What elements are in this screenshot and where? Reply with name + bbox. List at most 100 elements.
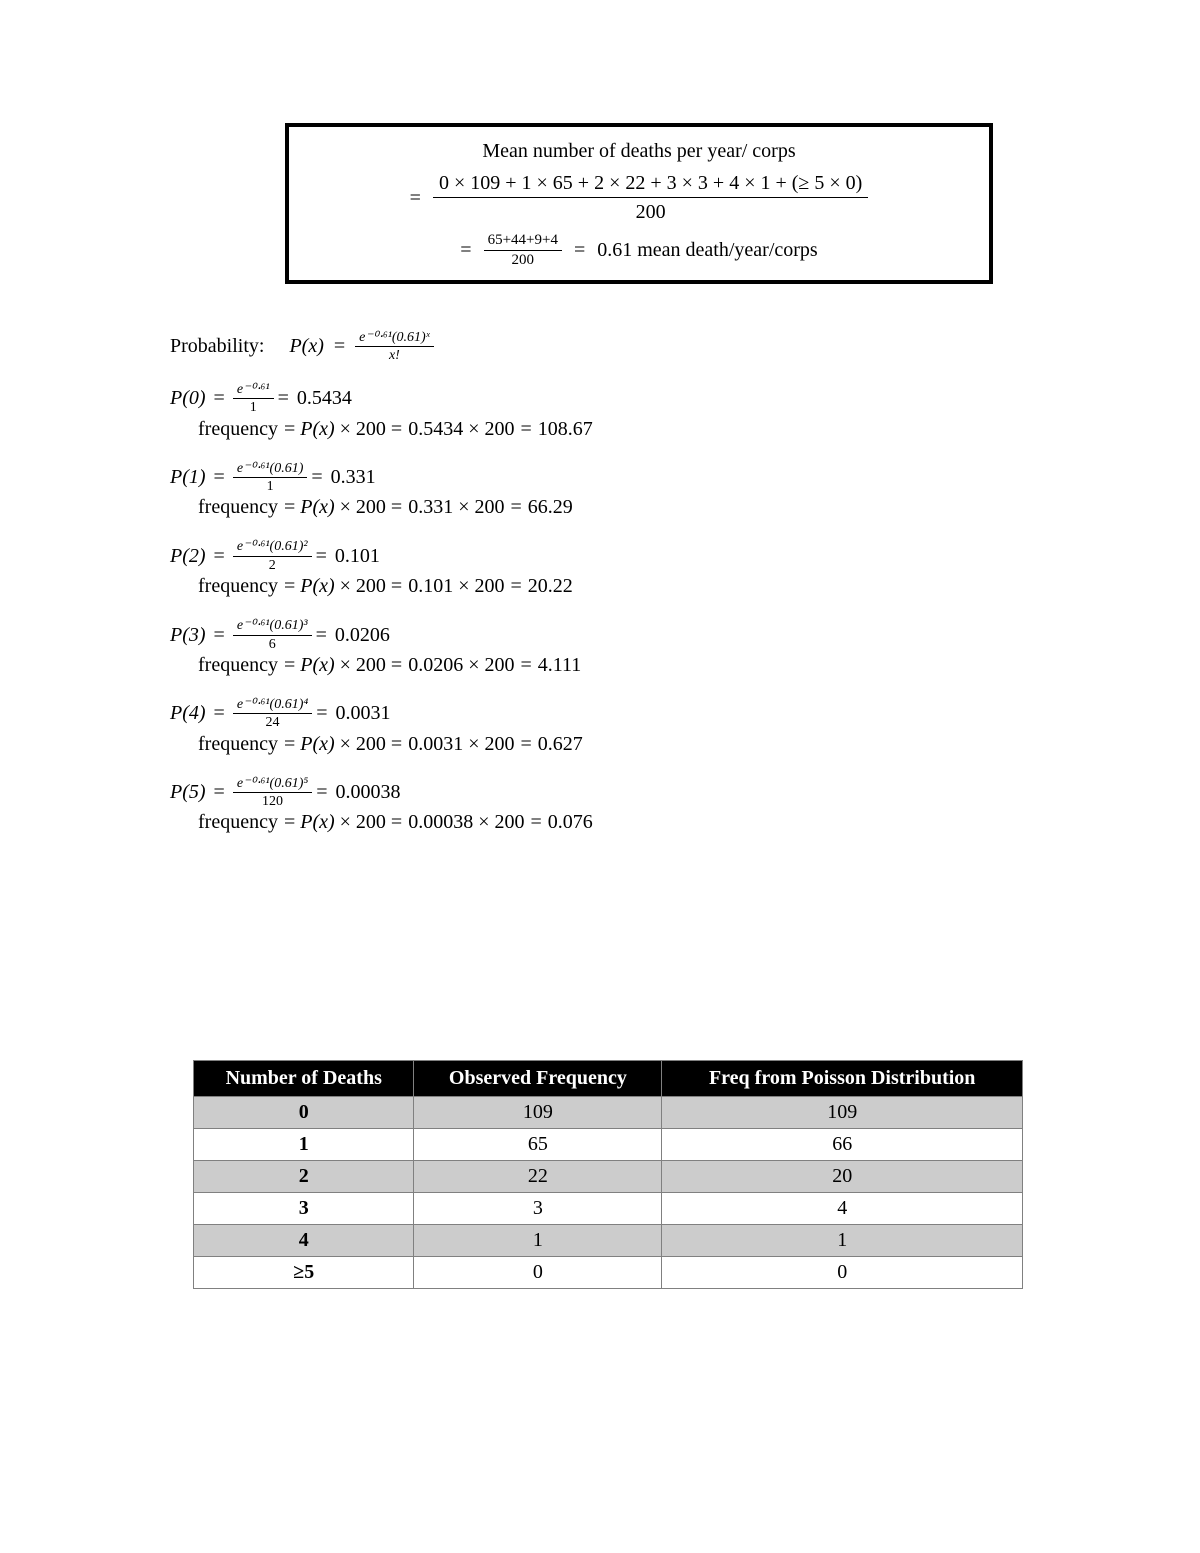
- p-lhs: P(3): [170, 624, 206, 647]
- frequency-label: frequency: [198, 733, 278, 756]
- frequency-result: 20.22: [528, 575, 573, 598]
- table-row: 0109109: [194, 1097, 1023, 1129]
- p-lhs: P(5): [170, 781, 206, 804]
- equals-sign: =: [311, 466, 322, 489]
- calculations-section: Probability: P(x) = e⁻⁰⋅⁶¹(0.61)ˣ x! P(0…: [170, 330, 1070, 854]
- p-fraction-num: e⁻⁰⋅⁶¹(0.61)²: [233, 539, 312, 556]
- probability-block-row1: P(2)=e⁻⁰⋅⁶¹(0.61)²2=0.101: [170, 539, 1070, 573]
- probability-block-row2: frequency= P(x) × 200 =0.0206 × 200=4.11…: [170, 654, 1070, 677]
- p-fraction-den: 1: [250, 399, 257, 415]
- probability-block-row1: P(5)=e⁻⁰⋅⁶¹(0.61)⁵120=0.00038: [170, 776, 1070, 810]
- mean-formula-step2: = 65+44+9+4 200 = 0.61 mean death/year/c…: [309, 232, 969, 268]
- table-cell-poisson: 109: [662, 1097, 1023, 1129]
- probability-block: P(1)=e⁻⁰⋅⁶¹(0.61)1=0.331frequency= P(x) …: [170, 461, 1070, 520]
- frequency-result: 66.29: [528, 496, 573, 519]
- table-header-cell: Freq from Poisson Distribution: [662, 1061, 1023, 1097]
- px-times-200: = P(x) × 200 =: [284, 418, 402, 441]
- equals-sign: =: [316, 702, 327, 725]
- equals-sign: =: [214, 466, 225, 489]
- equals-sign: =: [316, 624, 327, 647]
- p-fraction: e⁻⁰⋅⁶¹1: [233, 382, 274, 416]
- equals-sign: =: [334, 335, 345, 358]
- table-cell-poisson: 0: [662, 1257, 1023, 1289]
- equals-sign: =: [521, 654, 532, 677]
- table-row: 411: [194, 1225, 1023, 1257]
- p-fraction-num: e⁻⁰⋅⁶¹(0.61)³: [233, 618, 312, 635]
- px-times-200: = P(x) × 200 =: [284, 654, 402, 677]
- probability-calculation-blocks: P(0)=e⁻⁰⋅⁶¹1=0.5434frequency= P(x) × 200…: [170, 382, 1070, 835]
- frequency-result: 0.076: [548, 811, 593, 834]
- table-row: ≥500: [194, 1257, 1023, 1289]
- frequency-label: frequency: [198, 418, 278, 441]
- probability-lhs: P(x): [289, 335, 323, 358]
- frequency-label: frequency: [198, 811, 278, 834]
- p-lhs: P(2): [170, 545, 206, 568]
- frequency-label: frequency: [198, 654, 278, 677]
- mean-box-title: Mean number of deaths per year/ corps: [309, 137, 969, 165]
- frequency-calculation: 0.101 × 200: [408, 575, 504, 598]
- p-value: 0.331: [331, 466, 376, 489]
- table-cell-poisson: 4: [662, 1193, 1023, 1225]
- probability-block-row1: P(4)=e⁻⁰⋅⁶¹(0.61)⁴24=0.0031: [170, 697, 1070, 731]
- probability-block: P(3)=e⁻⁰⋅⁶¹(0.61)³6=0.0206frequency= P(x…: [170, 618, 1070, 677]
- table-header: Number of Deaths Observed Frequency Freq…: [194, 1061, 1023, 1097]
- page: Mean number of deaths per year/ corps = …: [0, 0, 1200, 1553]
- equals-sign: =: [460, 236, 471, 264]
- table-cell-deaths: 3: [194, 1193, 414, 1225]
- probability-fraction-num: e⁻⁰⋅⁶¹(0.61)ˣ: [355, 330, 434, 347]
- table-header-cell: Observed Frequency: [414, 1061, 662, 1097]
- probability-block-row2: frequency= P(x) × 200 =0.331 × 200=66.29: [170, 496, 1070, 519]
- table-cell-poisson: 66: [662, 1129, 1023, 1161]
- equals-sign: =: [214, 624, 225, 647]
- probability-block-row1: P(1)=e⁻⁰⋅⁶¹(0.61)1=0.331: [170, 461, 1070, 495]
- p-fraction-num: e⁻⁰⋅⁶¹(0.61): [233, 461, 308, 478]
- p-fraction: e⁻⁰⋅⁶¹(0.61)1: [233, 461, 308, 495]
- frequency-result: 0.627: [538, 733, 583, 756]
- fraction-2: 65+44+9+4 200: [484, 232, 562, 268]
- probability-block-row2: frequency= P(x) × 200 =0.101 × 200=20.22: [170, 575, 1070, 598]
- probability-block-row2: frequency = P(x) × 200 = 0.0031 × 200 = 0.62…: [170, 733, 1070, 756]
- probability-fraction-den: x!: [389, 347, 400, 363]
- p-value: 0.00038: [336, 781, 401, 804]
- equals-sign: =: [316, 781, 327, 804]
- table-header-cell: Number of Deaths: [194, 1061, 414, 1097]
- equals-sign: =: [521, 418, 532, 441]
- mean-calculation-box: Mean number of deaths per year/ corps = …: [285, 123, 993, 284]
- table-row: 16566: [194, 1129, 1023, 1161]
- p-fraction-den: 6: [269, 636, 276, 652]
- mean-result: 0.61 mean death/year/corps: [597, 236, 817, 264]
- table-cell-poisson: 1: [662, 1225, 1023, 1257]
- equals-sign: =: [214, 781, 225, 804]
- p-fraction-den: 2: [269, 557, 276, 573]
- frequency-label: frequency: [198, 575, 278, 598]
- p-fraction-den: 24: [266, 714, 280, 730]
- p-fraction-num: e⁻⁰⋅⁶¹(0.61)⁴: [233, 697, 312, 714]
- probability-fraction: e⁻⁰⋅⁶¹(0.61)ˣ x!: [355, 330, 434, 364]
- frequency-calculation: 0.0206 × 200: [408, 654, 514, 677]
- p-lhs: P(0): [170, 387, 206, 410]
- frequency-label: frequency: [198, 496, 278, 519]
- frequency-table: Number of Deaths Observed Frequency Freq…: [193, 1060, 1023, 1289]
- px-times-200: = P(x) × 200 =: [284, 496, 402, 519]
- equals-sign: =: [521, 733, 532, 756]
- probability-label: Probability:: [170, 335, 264, 358]
- fraction-2-numerator: 65+44+9+4: [484, 232, 562, 251]
- table-row: 334: [194, 1193, 1023, 1225]
- probability-block-row2: frequency= P(x) × 200 =0.00038 × 200=0.0…: [170, 811, 1070, 834]
- equals-sign: =: [214, 702, 225, 725]
- equals-sign: =: [316, 545, 327, 568]
- p-fraction: e⁻⁰⋅⁶¹(0.61)⁵120: [233, 776, 312, 810]
- px-times-200: = P(x) × 200 =: [284, 575, 402, 598]
- frequency-calculation: 0.00038 × 200: [408, 811, 524, 834]
- p-fraction: e⁻⁰⋅⁶¹(0.61)⁴24: [233, 697, 312, 731]
- p-value: 0.101: [335, 545, 380, 568]
- equals-sign: =: [531, 811, 542, 834]
- p-fraction-den: 120: [262, 793, 283, 809]
- table-cell-observed: 22: [414, 1161, 662, 1193]
- equals-sign: =: [574, 236, 585, 264]
- table-row: 22220: [194, 1161, 1023, 1193]
- px-times-200: = P(x) × 200 =: [284, 733, 402, 756]
- frequency-calculation: 0.331 × 200: [408, 496, 504, 519]
- p-fraction-num: e⁻⁰⋅⁶¹: [233, 382, 274, 399]
- frequency-calculation: 0.0031 × 200: [408, 733, 514, 756]
